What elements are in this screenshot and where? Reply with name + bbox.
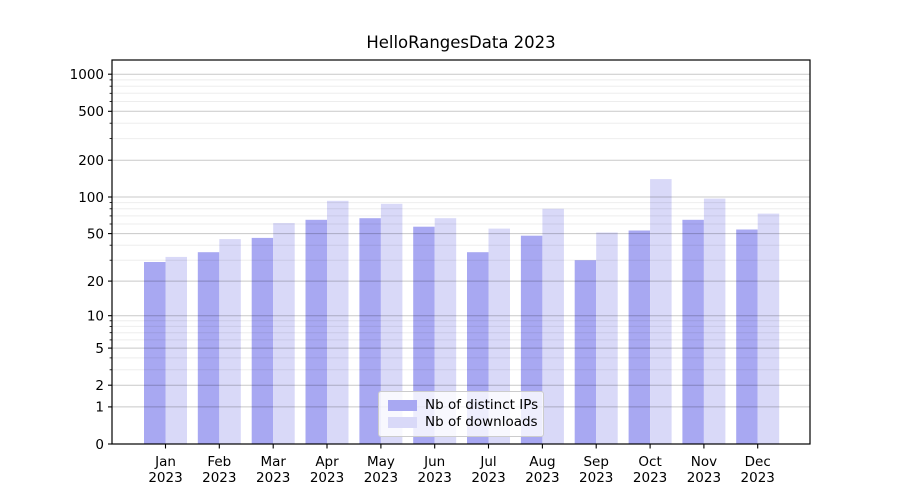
x-tick-label-month: May	[367, 454, 395, 470]
bar-downloads	[596, 232, 618, 444]
bar-distinct-ips	[144, 262, 166, 444]
y-tick-label: 2	[95, 378, 104, 394]
bar-distinct-ips	[197, 252, 220, 444]
x-tick-label-year: 2023	[579, 470, 613, 486]
bar-downloads	[488, 228, 510, 444]
x-tick-label-month: Jun	[423, 454, 445, 470]
y-tick-label: 500	[78, 104, 104, 120]
x-tick-label-month: Dec	[745, 454, 771, 470]
y-tick-label: 100	[78, 190, 104, 206]
y-tick-label: 5	[95, 341, 104, 357]
bar-distinct-ips	[413, 226, 435, 444]
x-tick-label-year: 2023	[687, 470, 721, 486]
x-tick-label-month: Mar	[260, 454, 286, 470]
legend: Nb of distinct IPs Nb of downloads	[378, 391, 544, 437]
x-tick-label-month: Jul	[479, 454, 496, 470]
legend-label-distinct-ips: Nb of distinct IPs	[425, 396, 539, 413]
legend-swatch-distinct-ips	[388, 399, 417, 411]
chart-title: HelloRangesData 2023	[366, 33, 556, 52]
bar-distinct-ips	[736, 229, 758, 444]
bar-downloads	[757, 213, 780, 444]
x-tick-label-month: Apr	[315, 454, 339, 470]
bar-downloads	[650, 179, 672, 444]
x-tick-label-month: Aug	[529, 454, 555, 470]
x-tick-label-month: Sep	[583, 454, 608, 470]
x-tick-label-year: 2023	[148, 470, 182, 486]
y-tick-label: 1	[95, 400, 104, 416]
x-tick-label-year: 2023	[741, 470, 775, 486]
legend-swatch-downloads	[388, 417, 417, 429]
bar-downloads	[273, 223, 295, 444]
y-tick-label: 1000	[70, 67, 104, 83]
y-tick-label: 200	[78, 153, 104, 169]
x-tick-label-month: Feb	[207, 454, 231, 470]
bar-downloads	[327, 200, 349, 444]
x-tick-label-year: 2023	[310, 470, 344, 486]
bar-downloads	[703, 198, 726, 444]
legend-label-downloads: Nb of downloads	[425, 413, 538, 430]
plot-border	[111, 59, 811, 445]
bar-distinct-ips	[359, 218, 381, 444]
bar-distinct-ips	[574, 260, 597, 444]
x-tick-label-year: 2023	[418, 470, 452, 486]
legend-item-distinct-ips: Nb of distinct IPs	[388, 398, 538, 413]
y-tick-label: 0	[95, 437, 104, 453]
x-tick-label-year: 2023	[256, 470, 290, 486]
y-tick-label: 50	[87, 226, 104, 242]
bar-downloads	[542, 208, 564, 444]
bar-distinct-ips	[628, 230, 651, 444]
y-tick-label: 10	[87, 309, 104, 325]
bar-distinct-ips	[305, 219, 327, 444]
x-tick-label-year: 2023	[202, 470, 236, 486]
bar-downloads	[380, 203, 403, 444]
bar-downloads	[219, 239, 241, 444]
x-tick-label-year: 2023	[525, 470, 559, 486]
bar-distinct-ips	[682, 219, 704, 444]
bar-downloads	[434, 218, 457, 444]
x-tick-label-month: Oct	[638, 454, 661, 470]
x-tick-label-month: Nov	[691, 454, 717, 470]
bar-distinct-ips	[251, 237, 274, 444]
x-tick-label-year: 2023	[364, 470, 398, 486]
x-tick-label-year: 2023	[633, 470, 667, 486]
legend-item-downloads: Nb of downloads	[388, 415, 538, 430]
x-tick-label-month: Jan	[154, 454, 176, 470]
bar-downloads	[165, 256, 187, 444]
x-tick-label-year: 2023	[471, 470, 505, 486]
y-tick-label: 20	[87, 274, 104, 290]
